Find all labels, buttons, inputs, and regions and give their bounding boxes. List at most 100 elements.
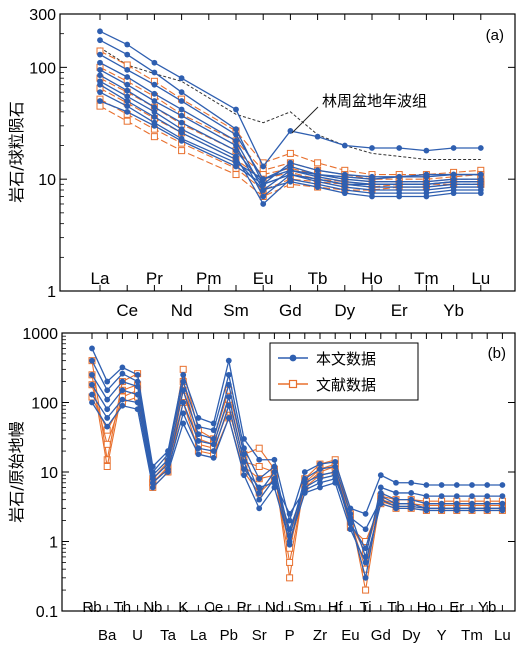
this-study-point — [260, 176, 267, 183]
this-study-line — [99, 84, 481, 198]
this-study-series — [97, 89, 484, 183]
this-study-point — [301, 469, 308, 475]
this-study-point — [453, 493, 460, 500]
this-study-point — [286, 538, 293, 545]
this-study-point — [178, 119, 185, 126]
this-study-point — [225, 402, 232, 409]
this-study-point — [97, 66, 103, 73]
y-tick-label: 0.1 — [36, 604, 58, 621]
this-study-point — [393, 490, 399, 496]
x-tick-label: Tm — [414, 269, 439, 288]
this-study-line — [99, 91, 481, 180]
this-study-point — [453, 500, 460, 507]
literature-point — [179, 365, 187, 373]
this-study-point — [408, 479, 415, 486]
this-study-point — [393, 505, 399, 512]
this-study-point — [362, 510, 369, 517]
this-study-point — [314, 167, 321, 174]
this-study-line — [99, 30, 481, 168]
this-study-point — [134, 383, 141, 390]
this-study-point — [286, 517, 293, 524]
this-study-point — [256, 505, 263, 512]
this-study-point — [124, 103, 131, 110]
this-study-point — [499, 507, 506, 514]
this-study-line — [91, 348, 503, 523]
this-study-point — [408, 490, 415, 496]
y-tick-label: 300 — [29, 7, 56, 24]
this-study-point — [225, 415, 232, 421]
this-study-point — [119, 387, 126, 394]
panel-a-y-axis: 300 100 10 1 — [29, 7, 515, 301]
this-study-point — [438, 482, 445, 488]
this-study-point — [225, 371, 232, 378]
this-study-line — [99, 74, 481, 191]
this-study-point — [104, 406, 111, 413]
x-tick-label: Sr — [252, 627, 267, 644]
this-study-point — [423, 493, 430, 500]
x-tick-label: Nd — [171, 301, 193, 320]
this-study-point — [89, 399, 95, 406]
legend-label-literature: 文献数据 — [316, 377, 376, 394]
x-tick-label: Er — [449, 599, 464, 616]
x-tick-label: Tb — [308, 269, 328, 288]
this-study-point — [377, 496, 384, 503]
x-tick-label: Nd — [265, 599, 284, 616]
x-tick-label: Lu — [494, 627, 511, 644]
literature-point — [286, 574, 294, 582]
this-study-point — [260, 181, 267, 188]
this-study-point — [362, 574, 369, 581]
this-study-point — [151, 69, 158, 76]
x-tick-label: P — [285, 627, 295, 644]
x-tick-label: U — [132, 627, 143, 644]
x-tick-label: Pr — [237, 599, 252, 616]
panel-b-ylabel: 岩石/原始地幔 — [7, 421, 26, 522]
this-study-point — [180, 378, 187, 385]
y-tick-label: 1000 — [22, 326, 58, 343]
this-study-point — [396, 181, 403, 188]
this-study-point — [314, 184, 321, 190]
this-study-point — [271, 469, 278, 475]
x-tick-label: Pr — [146, 269, 163, 288]
this-study-point — [287, 167, 294, 174]
this-study-point — [271, 479, 278, 486]
this-study-point — [362, 559, 369, 566]
this-study-point — [178, 98, 185, 104]
reference-line — [99, 47, 481, 160]
this-study-point — [124, 108, 131, 115]
this-study-line — [91, 394, 503, 531]
this-study-point — [450, 190, 457, 197]
this-study-point — [314, 176, 321, 183]
this-study-point — [180, 371, 187, 378]
this-study-line — [99, 100, 481, 186]
this-study-point — [287, 128, 294, 134]
literature-line — [91, 374, 503, 572]
x-tick-label: Gd — [279, 301, 302, 320]
this-study-point — [180, 420, 187, 427]
this-study-point — [225, 357, 232, 364]
panel-a-label: (a) — [486, 27, 504, 44]
panel-b-y-axis: 1000 100 10 1 0.1 — [22, 326, 515, 621]
x-tick-label: Dy — [334, 301, 355, 320]
this-study-point — [134, 406, 141, 413]
this-study-point — [180, 387, 187, 394]
this-study-point — [499, 493, 506, 500]
this-study-point — [423, 500, 430, 507]
legend-marker-literature — [288, 379, 298, 389]
this-study-line — [91, 402, 503, 565]
this-study-point — [301, 490, 308, 496]
x-tick-label: Y — [437, 627, 447, 644]
legend-marker-this-study — [289, 354, 297, 362]
this-study-point — [314, 171, 321, 178]
this-study-point — [396, 173, 403, 180]
this-study-point — [286, 510, 293, 517]
this-study-point — [423, 507, 430, 514]
this-study-point — [332, 463, 339, 470]
this-study-point — [124, 87, 131, 94]
this-study-line — [99, 54, 481, 183]
this-study-point — [469, 482, 475, 488]
x-tick-label: Hf — [328, 599, 344, 616]
this-study-point — [423, 171, 430, 178]
panel-a-frame — [59, 13, 516, 292]
